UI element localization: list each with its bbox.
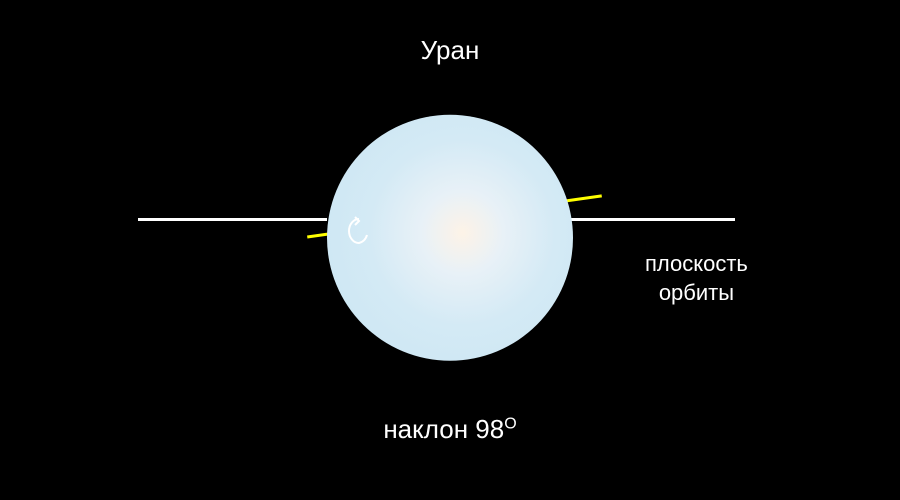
tilt-text: наклон 98 [383, 414, 504, 444]
uranus-tilt-diagram: Уран плоскость орбиты наклон 98О [0, 0, 900, 500]
planet-title: Уран [421, 35, 480, 66]
orbit-label-line2: орбиты [659, 280, 734, 305]
degree-symbol: О [504, 415, 516, 432]
axial-tilt-label: наклон 98О [383, 414, 516, 445]
orbit-plane-label: плоскость орбиты [645, 250, 748, 307]
orbit-plane-line-right [565, 218, 735, 221]
orbit-plane-line-left [138, 218, 327, 221]
orbit-label-line1: плоскость [645, 251, 748, 276]
rotation-direction-icon [345, 215, 373, 252]
